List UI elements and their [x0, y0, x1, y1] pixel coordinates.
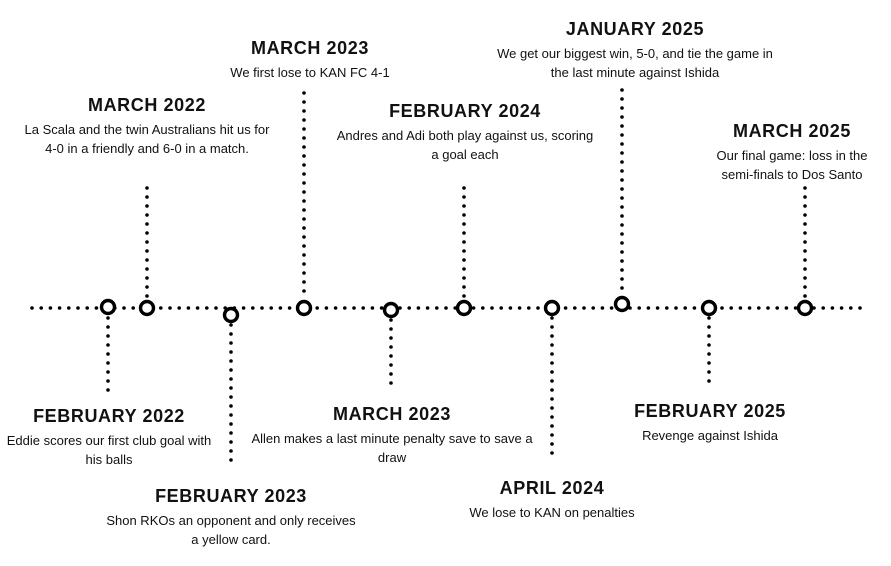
event-title: MARCH 2023 — [250, 38, 370, 58]
event-title: MARCH 2022 — [87, 95, 207, 115]
event-mar-2025: MARCH 2025 Our final game: loss in the s… — [702, 120, 882, 184]
event-title: MARCH 2023 — [332, 404, 452, 424]
event-title: MARCH 2025 — [732, 121, 852, 141]
milestone-apr-2024 — [543, 299, 561, 317]
event-description: La Scala and the twin Australians hit us… — [24, 122, 270, 156]
event-title: FEBRUARY 2022 — [33, 406, 185, 426]
event-apr-2024: APRIL 2024 We lose to KAN on penalties — [432, 477, 672, 522]
milestone-jan-2025 — [613, 295, 631, 313]
milestone-mar-2023-bottom — [382, 301, 400, 319]
event-title: FEBRUARY 2024 — [389, 101, 541, 121]
event-feb-2024: FEBRUARY 2024 Andres and Adi both play a… — [335, 100, 595, 164]
milestone-feb-2022 — [99, 298, 117, 316]
event-feb-2022: FEBRUARY 2022 Eddie scores our first clu… — [7, 405, 212, 469]
event-title: FEBRUARY 2025 — [634, 401, 786, 421]
event-mar-2022: MARCH 2022 La Scala and the twin Austral… — [22, 94, 272, 158]
event-feb-2025: FEBRUARY 2025 Revenge against Ishida — [600, 400, 820, 445]
event-description: Our final game: loss in the semi-finals … — [716, 148, 868, 182]
milestone-mar-2023-top — [295, 299, 313, 317]
milestone-feb-2023 — [222, 306, 240, 324]
event-title: APRIL 2024 — [499, 478, 605, 498]
milestone-mar-2025 — [796, 299, 814, 317]
event-description: Eddie scores our first club goal with hi… — [6, 433, 212, 467]
event-description: Revenge against Ishida — [642, 428, 778, 443]
event-title: JANUARY 2025 — [565, 19, 705, 39]
event-title: FEBRUARY 2023 — [155, 486, 307, 506]
event-description: We get our biggest win, 5-0, and tie the… — [497, 46, 773, 80]
event-description: Andres and Adi both play against us, sco… — [336, 128, 594, 162]
event-jan-2025: JANUARY 2025 We get our biggest win, 5-0… — [490, 18, 780, 82]
event-description: Allen makes a last minute penalty save t… — [251, 431, 533, 465]
event-mar-2023-bottom: MARCH 2023 Allen makes a last minute pen… — [247, 403, 537, 467]
event-description: We first lose to KAN FC 4-1 — [230, 65, 390, 80]
milestone-feb-2024 — [455, 299, 473, 317]
event-description: We lose to KAN on penalties — [469, 505, 635, 520]
milestone-feb-2025 — [700, 299, 718, 317]
event-feb-2023: FEBRUARY 2023 Shon RKOs an opponent and … — [101, 485, 361, 549]
milestone-mar-2022 — [138, 299, 156, 317]
event-mar-2023-top: MARCH 2023 We first lose to KAN FC 4-1 — [190, 37, 430, 82]
event-description: Shon RKOs an opponent and only receives … — [106, 513, 356, 547]
